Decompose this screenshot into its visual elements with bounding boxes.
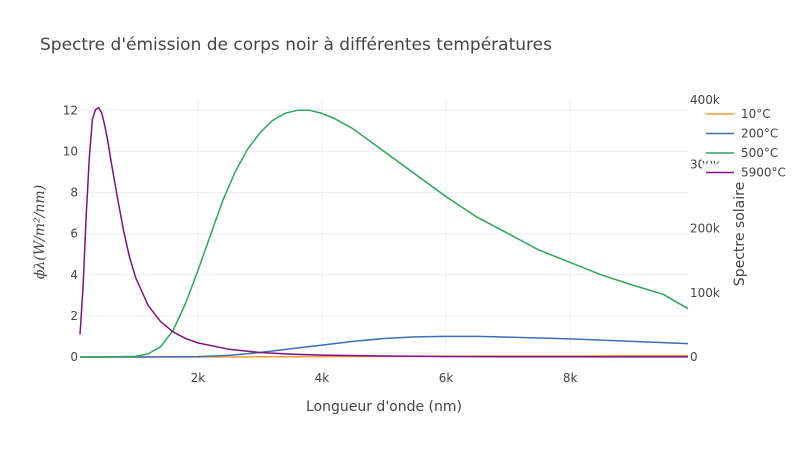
legend-item-bg: [702, 144, 794, 161]
x-axis-ticks: 2k 4k 6k 8k: [191, 371, 578, 385]
legend-item[interactable]: 500°C: [702, 144, 794, 161]
legend-label: 10°C: [741, 107, 771, 121]
x-gridlines: [197, 100, 571, 357]
legend-item[interactable]: 10°C: [702, 105, 794, 122]
series-line-5900°C: [79, 106, 688, 358]
legend-item[interactable]: 200°C: [702, 124, 794, 142]
legend-item[interactable]: 5900°C: [702, 163, 794, 181]
series-line-500°C: [80, 109, 689, 358]
legend-label: 500°C: [741, 146, 778, 160]
x-tick-label: 2k: [191, 371, 206, 385]
legend-label: 200°C: [741, 127, 778, 141]
y-axis-title: ϕλ(W/m²/nm): [32, 185, 48, 279]
legend[interactable]: 10°C 200°C 500°C 5900°C: [702, 105, 794, 181]
y2-tick-label: 200k: [690, 222, 720, 236]
y2-tick-label: 100k: [690, 286, 720, 300]
x-tick-label: 6k: [439, 371, 454, 385]
y-tick-label: 4: [70, 268, 78, 282]
y2-tick-label: 400k: [690, 93, 720, 107]
x-tick-label: 8k: [563, 371, 578, 385]
y-tick-label: 2: [70, 309, 78, 323]
legend-item-bg: [702, 124, 794, 142]
y2-tick-label: 0: [690, 350, 698, 364]
legend-item-bg: [702, 105, 794, 122]
legend-item-bg: [702, 163, 794, 181]
y-tick-label: 10: [63, 144, 78, 158]
y-tick-label: 8: [70, 186, 78, 200]
y-tick-label: 12: [63, 103, 78, 117]
y-tick-label: 0: [70, 350, 78, 364]
legend-label: 5900°C: [741, 166, 786, 180]
series-layer: [79, 106, 689, 358]
y-tick-label: 6: [70, 227, 78, 241]
y2-axis-title: Spectre solaire: [732, 182, 748, 286]
y-axis-ticks: 0 2 4 6 8 10 12: [63, 103, 78, 364]
chart-title: Spectre d'émission de corps noir à diffé…: [40, 35, 552, 55]
x-axis-title: Longueur d'onde (nm): [306, 399, 462, 415]
series-line-200°C: [80, 335, 689, 358]
x-tick-label: 4k: [315, 371, 330, 385]
